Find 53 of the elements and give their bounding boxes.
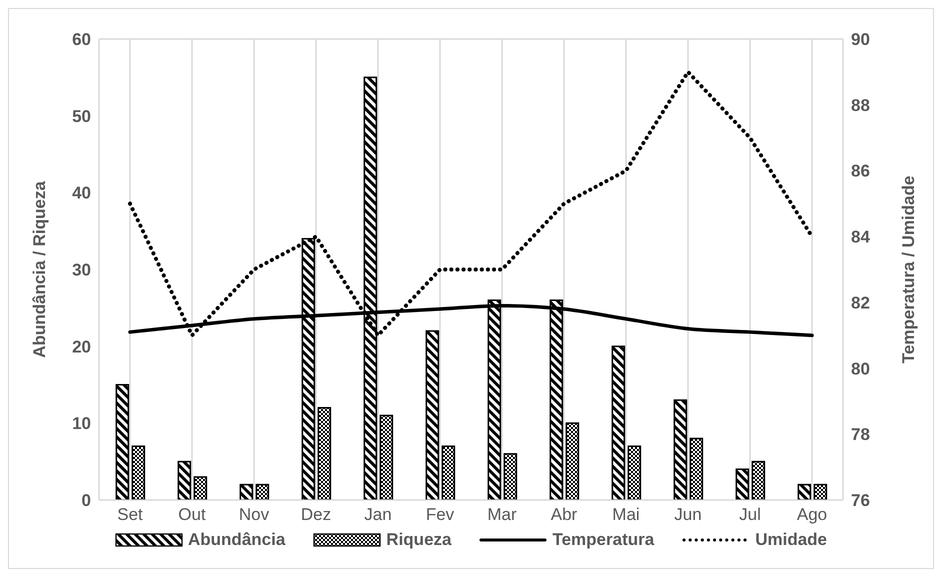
y2-axis-title: Temperatura / Umidade [899, 176, 918, 364]
bar [116, 384, 130, 500]
bar [674, 399, 688, 500]
y2-tick-label: 88 [851, 96, 870, 115]
x-tick-label: Out [178, 505, 206, 524]
legend-label: Umidade [754, 530, 827, 550]
y2-tick-label: 76 [851, 491, 870, 510]
x-tick-label: Nov [238, 505, 270, 524]
bar [752, 460, 766, 500]
y2-tick-label: 84 [851, 228, 870, 247]
y2-tick-label: 82 [851, 293, 870, 312]
bar [132, 445, 146, 500]
y-tick-label: 50 [72, 106, 91, 126]
bar [566, 422, 580, 500]
bar [240, 484, 254, 500]
x-tick-label: Jun [674, 505, 702, 524]
bar [736, 468, 750, 500]
x-tick-label: Abr [550, 505, 578, 524]
y-tick-label: 30 [72, 260, 91, 280]
x-tick-label: Dez [300, 505, 332, 524]
legend-label: Riqueza [385, 530, 452, 550]
x-tick-label: Mar [487, 505, 517, 524]
bar [318, 407, 332, 500]
bar [194, 476, 208, 500]
x-tick-label: Jul [739, 505, 761, 524]
bar [504, 453, 518, 500]
y-tick-label: 10 [72, 414, 91, 434]
x-tick-label: Ago [796, 505, 828, 524]
y-axis-title: Abundância / Riqueza [30, 180, 50, 358]
y2-tick-label: 86 [851, 162, 870, 181]
x-tick-label: Mai [612, 505, 640, 524]
legend-label: Temperatura [551, 530, 654, 550]
x-tick-label: Set [117, 505, 144, 524]
legend-label: Abundância [187, 530, 286, 550]
bar [442, 445, 456, 500]
y-tick-label: 60 [72, 30, 91, 50]
bar [814, 484, 828, 500]
y2-tick-label: 90 [851, 30, 870, 50]
y-tick-label: 0 [82, 491, 91, 510]
bar [426, 330, 440, 500]
y-tick-label: 40 [72, 184, 91, 203]
bar [256, 484, 270, 500]
bar [798, 484, 812, 500]
bar [628, 445, 642, 500]
y2-tick-label: 80 [851, 359, 870, 378]
y-tick-label: 20 [72, 337, 91, 356]
bar [178, 460, 192, 500]
x-tick-label: Fev [426, 505, 455, 524]
bar [690, 438, 704, 500]
bar [612, 346, 626, 500]
x-tick-label: Jan [364, 505, 392, 524]
bar [380, 414, 394, 500]
y2-tick-label: 78 [851, 425, 870, 444]
